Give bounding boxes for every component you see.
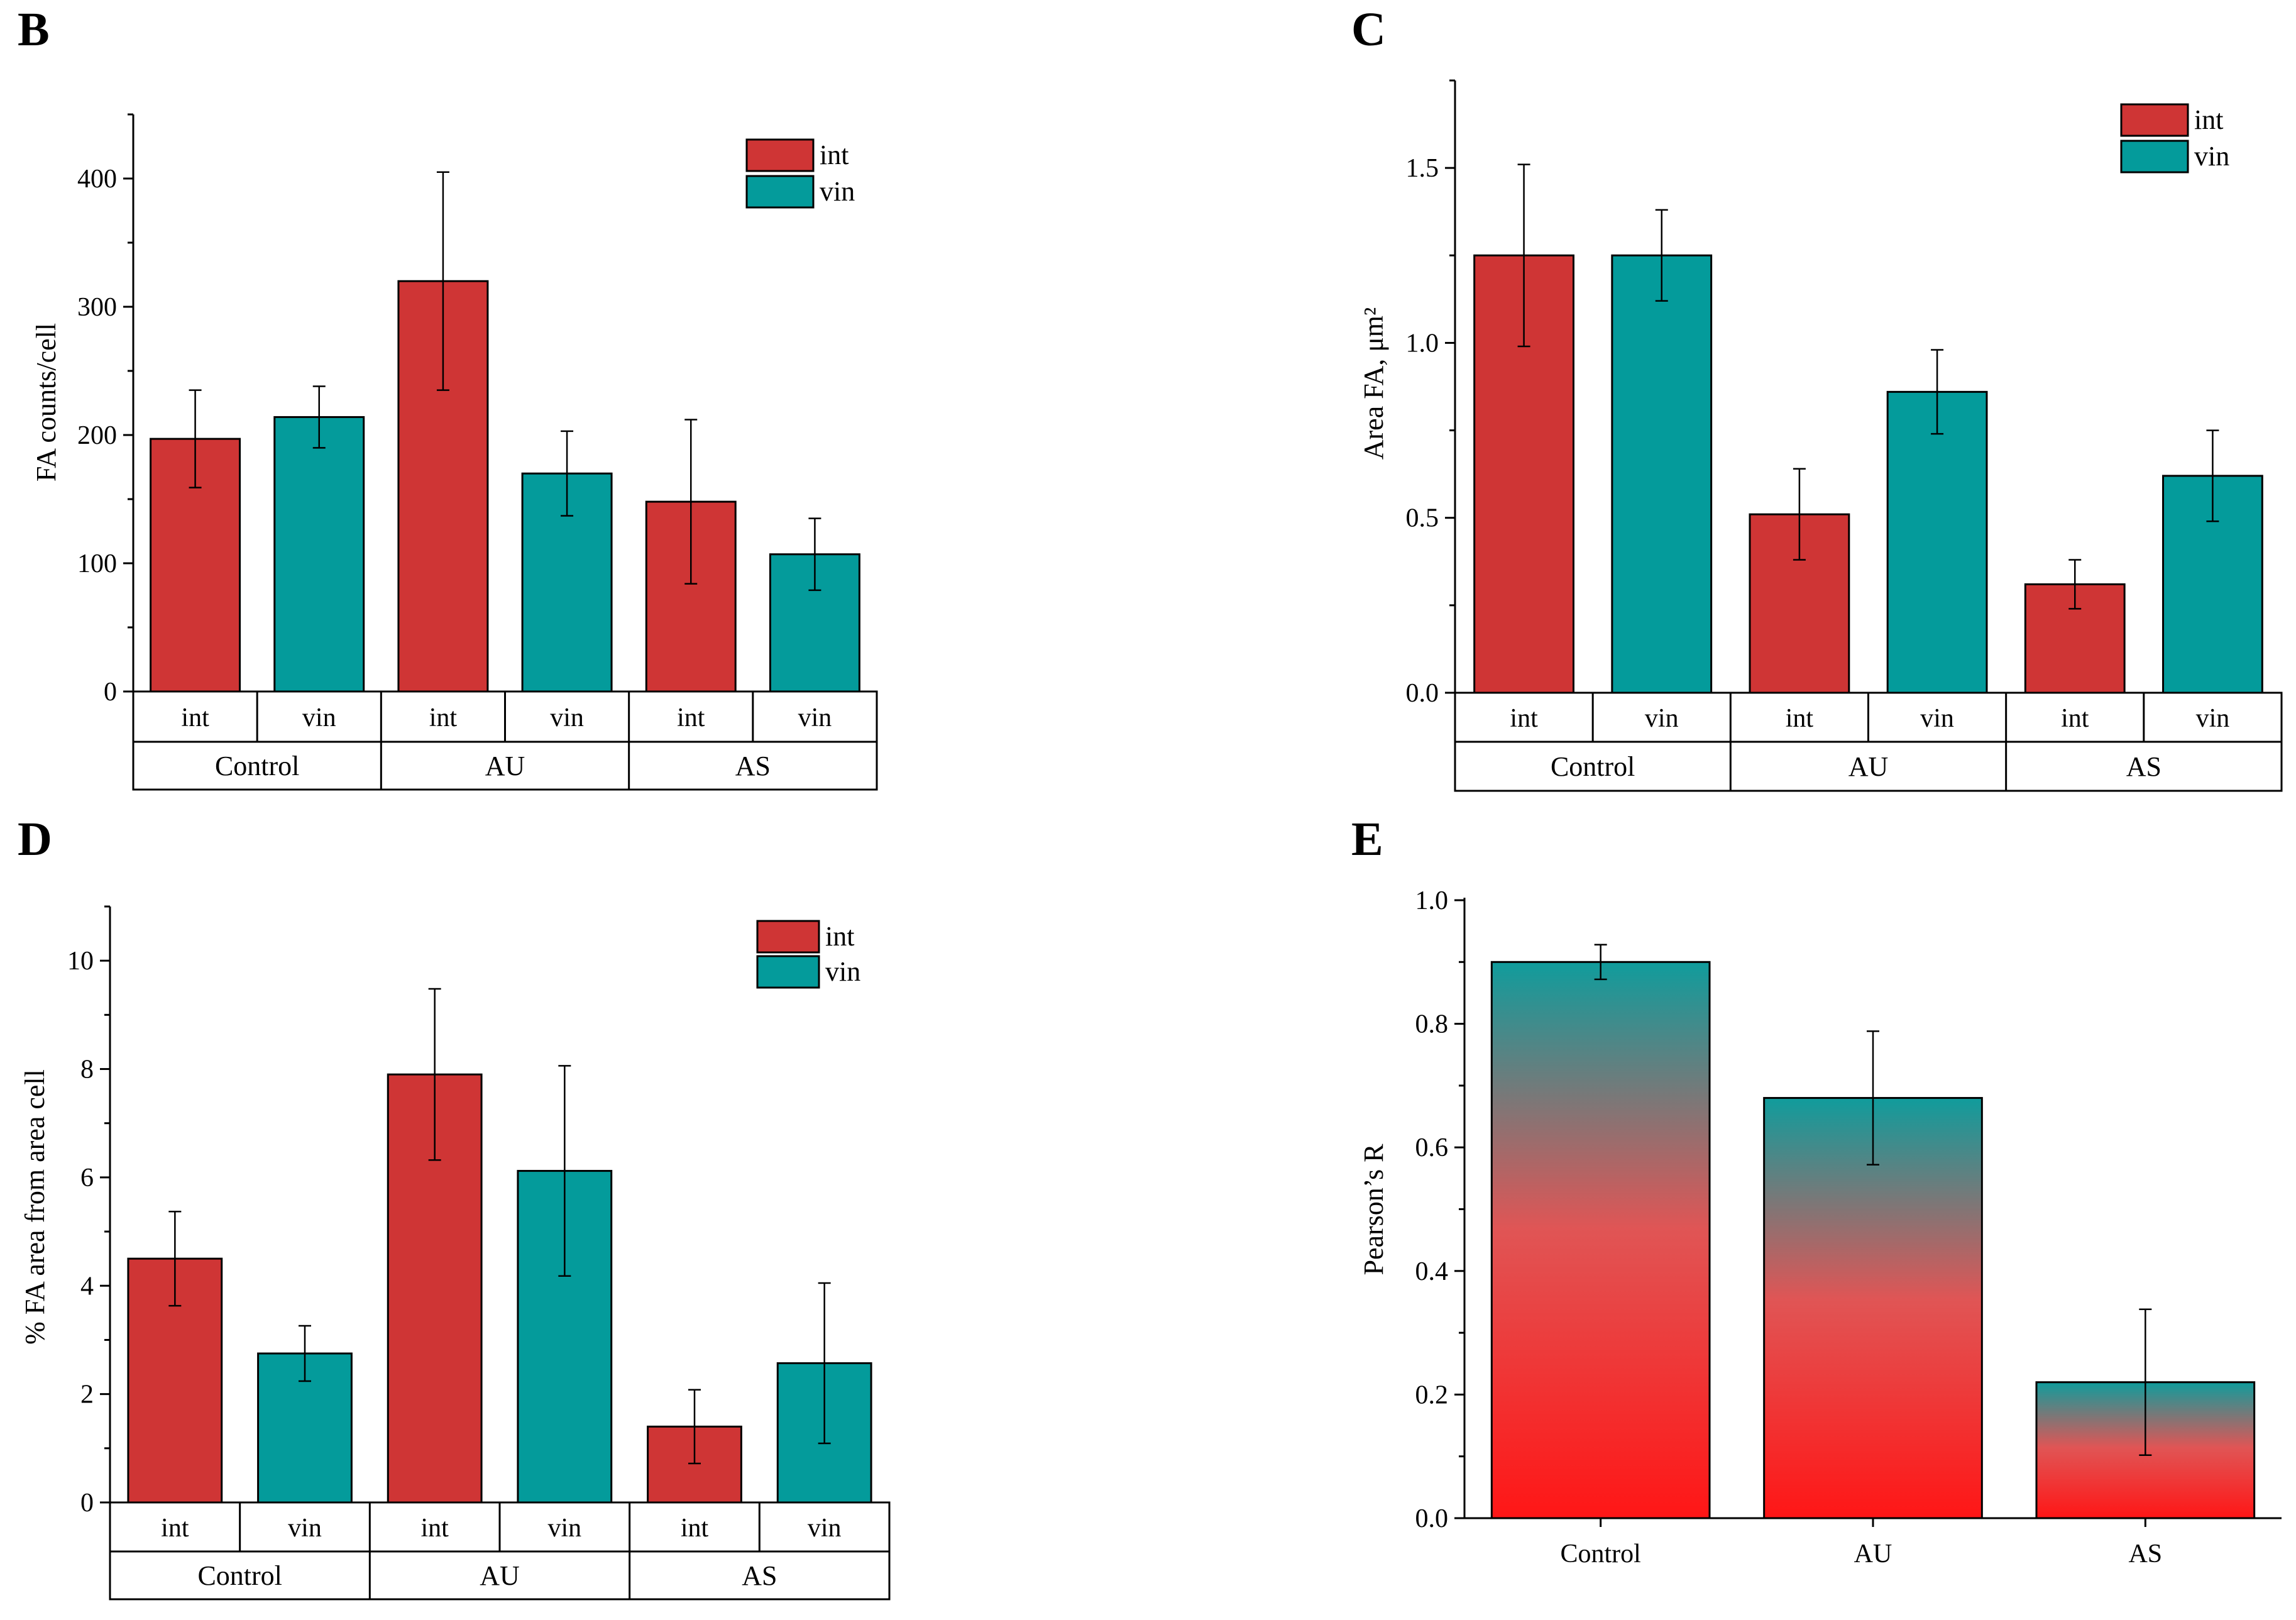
legend-swatch-int <box>745 138 815 172</box>
x-sub-label: int <box>1786 704 1814 733</box>
x-sub-label: int <box>1510 704 1538 733</box>
x-sub-label: vin <box>550 703 584 732</box>
y-tick-label: 1.0 <box>1406 329 1439 358</box>
x-sub-label: vin <box>1645 704 1679 733</box>
x-sub-label: int <box>420 1514 449 1543</box>
y-tick-label: 4 <box>80 1272 94 1301</box>
y-tick-label: 100 <box>77 549 117 578</box>
bar-vin-control <box>1611 254 1713 694</box>
y-tick-label: 0 <box>80 1489 94 1518</box>
legend-swatch-vin <box>2120 140 2189 174</box>
bar-vin-au <box>1886 390 1988 694</box>
legend-label-vin: vin <box>825 956 860 987</box>
x-group-label: Control <box>1551 751 1635 782</box>
y-tick-label: 1.5 <box>1406 154 1439 183</box>
legend-swatch-int <box>756 920 820 954</box>
x-tick-label: AU <box>1854 1540 1892 1568</box>
x-sub-label: int <box>2061 704 2089 733</box>
y-axis-title: % FA area from area cell <box>19 1069 50 1345</box>
panel-c: C 0.0 0.5 1.0 1.5 Area FA, μm² Control int vin AU… <box>1351 3 2283 792</box>
y-axis-title: FA counts/cell <box>31 323 62 482</box>
y-tick-label: 0.0 <box>1415 1504 1449 1533</box>
x-group-label: AU <box>480 1560 520 1591</box>
y-tick-label: 0.0 <box>1406 679 1439 708</box>
x-group-label: AS <box>2126 751 2161 782</box>
x-sub-label: vin <box>1920 704 1954 733</box>
x-sub-label: vin <box>288 1514 322 1543</box>
y-axis-title: Pearson’s R <box>1358 1143 1389 1276</box>
legend-label-int: int <box>2194 104 2223 135</box>
y-tick-label: 1.0 <box>1415 886 1449 915</box>
x-group-label: Control <box>215 751 299 781</box>
x-sub-label: int <box>181 703 209 732</box>
x-sub-label: vin <box>808 1514 842 1543</box>
y-tick-label: 6 <box>80 1164 94 1193</box>
panel-letter: C <box>1351 3 1386 56</box>
y-tick-label: 0.2 <box>1415 1380 1449 1409</box>
y-tick-label: 10 <box>67 947 94 976</box>
x-sub-label: int <box>677 703 705 732</box>
panel-letter: B <box>18 3 50 56</box>
legend-swatch-vin <box>745 175 815 209</box>
x-tick-label: Control <box>1560 1540 1640 1568</box>
y-tick-label: 2 <box>80 1380 94 1409</box>
x-group-label: AU <box>485 751 525 781</box>
bar-pearson-control <box>1490 961 1711 1519</box>
bar-vin-control <box>273 416 365 693</box>
y-tick-label: 0.5 <box>1406 504 1439 533</box>
x-group-label: Control <box>197 1560 282 1591</box>
panel-e: E 0.0 0.2 0.4 0.6 0.8 1.0 Pearson’s R Control AU A… <box>1351 813 2282 1568</box>
panel-d: D 0 2 4 6 8 10 % FA area from area cell Control i… <box>18 813 891 1601</box>
x-group-label: AS <box>742 1560 777 1591</box>
y-tick-label: 0.8 <box>1415 1010 1449 1039</box>
legend-swatch-vin <box>756 955 820 989</box>
x-sub-label: vin <box>302 703 336 732</box>
x-sub-label: vin <box>2196 704 2230 733</box>
y-tick-label: 0.6 <box>1415 1133 1449 1162</box>
y-tick-label: 200 <box>77 421 117 450</box>
y-tick-label: 0 <box>104 678 117 707</box>
y-tick-label: 0.4 <box>1415 1257 1449 1286</box>
x-sub-label: vin <box>798 703 832 732</box>
y-tick-label: 400 <box>77 165 117 194</box>
legend-label-vin: vin <box>820 176 855 207</box>
x-group-label: AU <box>1848 751 1889 782</box>
y-tick-label: 300 <box>77 293 117 322</box>
legend-swatch-int <box>2120 103 2189 137</box>
y-tick-label: 8 <box>80 1055 94 1084</box>
panel-letter: D <box>18 813 52 866</box>
legend-label-int: int <box>825 921 854 952</box>
x-sub-label: int <box>161 1514 189 1543</box>
x-tick-label: AS <box>2128 1540 2162 1568</box>
x-sub-label: int <box>429 703 458 732</box>
y-axis-title: Area FA, μm² <box>1358 307 1389 460</box>
legend-label-int: int <box>820 140 849 170</box>
x-sub-label: int <box>681 1514 709 1543</box>
panel-letter: E <box>1351 813 1383 866</box>
x-group-label: AS <box>735 751 771 781</box>
legend-label-vin: vin <box>2194 141 2229 172</box>
x-sub-label: vin <box>547 1514 581 1543</box>
